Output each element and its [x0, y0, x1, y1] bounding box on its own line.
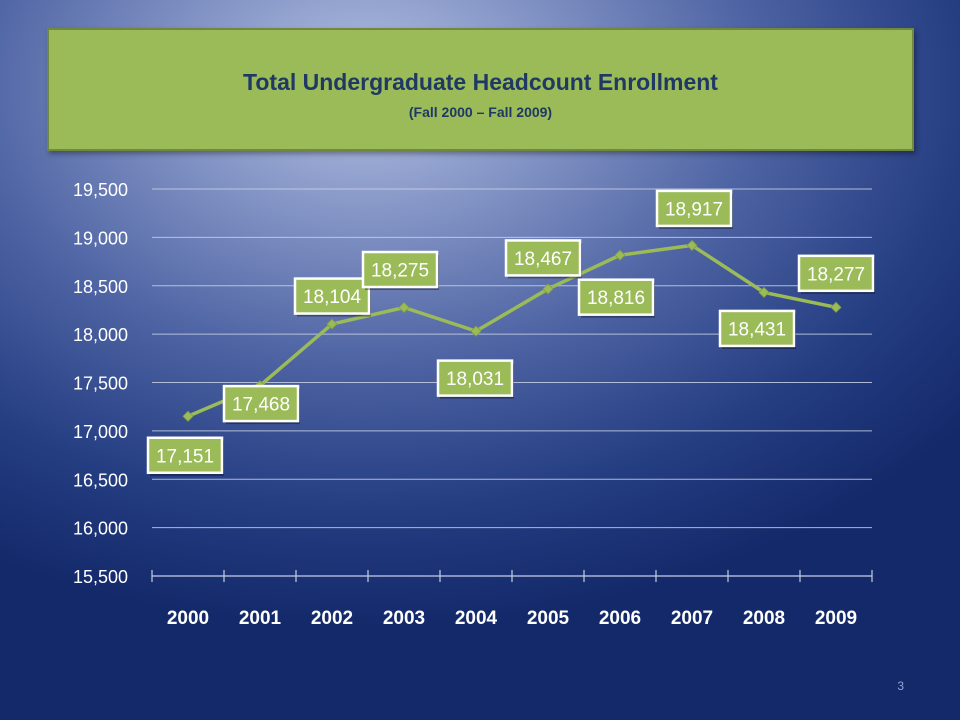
y-tick-label: 18,000: [73, 325, 128, 345]
data-label-box: [718, 309, 796, 348]
data-label: 18,031: [446, 369, 504, 390]
chart-title: Total Undergraduate Headcount Enrollment: [243, 69, 718, 95]
data-point-marker: [542, 283, 554, 295]
data-label: 18,104: [303, 287, 362, 308]
data-label-box: [504, 239, 582, 277]
data-label-box: [577, 278, 655, 316]
x-tick-label: 2001: [239, 608, 282, 629]
y-tick-label: 19,000: [73, 228, 128, 248]
data-label: 18,431: [728, 319, 786, 340]
y-tick-label: 17,500: [73, 374, 128, 394]
y-tick-label: 19,500: [73, 180, 128, 200]
page-number: 3: [897, 679, 904, 693]
y-tick-label: 18,500: [73, 277, 128, 297]
data-label-box: [222, 384, 300, 423]
data-point-marker: [398, 301, 410, 314]
data-point-marker: [326, 318, 338, 330]
data-label: 18,277: [807, 264, 865, 285]
y-tick-label: 16,500: [73, 470, 128, 490]
data-point-marker: [686, 239, 698, 251]
data-label-box: [293, 277, 371, 315]
x-tick-label: 2007: [671, 608, 713, 629]
series-line: [187, 243, 837, 418]
data-point-marker: [182, 410, 194, 422]
data-label-box: [146, 436, 224, 475]
x-tick-label: 2003: [383, 608, 425, 629]
x-tick-label: 2005: [527, 608, 570, 629]
x-tick-label: 2002: [311, 608, 353, 629]
data-label: 18,275: [371, 261, 429, 282]
x-tick-label: 2004: [455, 608, 498, 629]
data-point-marker: [614, 249, 626, 261]
y-tick-label: 15,500: [73, 567, 128, 587]
data-label-box: [361, 250, 439, 289]
data-label-box: [797, 254, 875, 293]
x-tick-label: 2006: [599, 608, 641, 629]
data-label: 18,816: [587, 288, 645, 309]
data-point-marker: [758, 286, 770, 298]
data-label-box: [655, 189, 733, 228]
data-point-marker: [470, 325, 482, 337]
data-label: 17,468: [232, 395, 290, 416]
y-tick-label: 16,000: [73, 519, 128, 539]
x-tick-label: 2008: [743, 608, 785, 629]
x-tick-label: 2000: [167, 608, 209, 629]
data-point-marker: [830, 301, 842, 313]
x-tick-label: 2009: [815, 608, 857, 629]
y-tick-label: 17,000: [73, 422, 128, 442]
data-label: 18,917: [665, 199, 723, 220]
data-label: 17,151: [156, 446, 214, 467]
data-label: 18,467: [514, 249, 572, 270]
title-box: Total Undergraduate Headcount Enrollment…: [47, 28, 914, 151]
chart-subtitle: (Fall 2000 – Fall 2009): [408, 104, 553, 120]
data-label-box: [436, 359, 514, 397]
